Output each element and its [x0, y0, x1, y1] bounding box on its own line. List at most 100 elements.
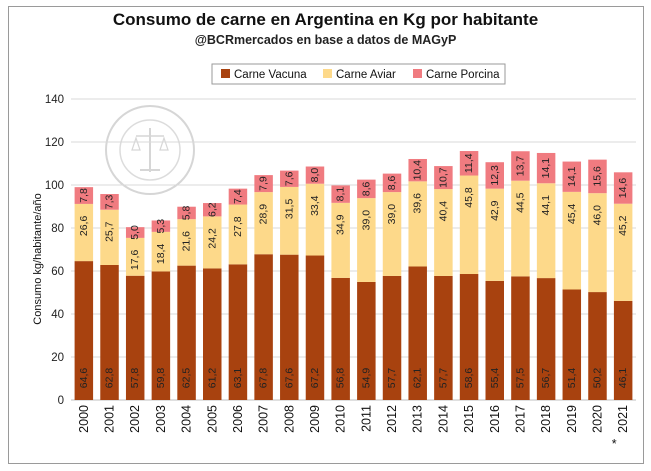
- data-label: 27,8: [232, 216, 244, 237]
- data-label: 46,1: [617, 368, 629, 389]
- bar-segment: [100, 209, 119, 265]
- bar-segment: [177, 206, 196, 220]
- data-label: 17,6: [129, 250, 141, 271]
- data-label: 57,7: [437, 368, 449, 389]
- data-label: 12,3: [489, 165, 501, 186]
- data-label: 33,4: [309, 195, 321, 216]
- bar-segment: [382, 275, 402, 400]
- x-tick-label: 2015: [462, 405, 476, 433]
- bar-segment: [228, 264, 248, 400]
- data-label: 21,6: [181, 231, 193, 252]
- bar-segment: [588, 292, 607, 400]
- data-label: 54,9: [360, 368, 372, 389]
- data-label: 11,4: [463, 153, 475, 173]
- data-label: 7,9: [258, 176, 270, 191]
- data-label: 67,8: [258, 368, 270, 389]
- data-label: 57,7: [386, 368, 398, 389]
- data-label: 45,2: [617, 215, 629, 236]
- data-label: 8,6: [386, 175, 398, 190]
- data-label: 5,3: [155, 219, 167, 234]
- bar-segment: [254, 254, 273, 400]
- x-tick-label: 2001: [103, 405, 117, 433]
- bar-segment: [588, 159, 607, 194]
- bar-segment: [228, 188, 248, 205]
- data-label: 8,1: [335, 187, 347, 202]
- x-tick-label: 2017: [513, 405, 527, 433]
- bar-segment: [408, 181, 427, 267]
- bar-segment: [536, 183, 556, 279]
- data-label: 10,4: [412, 160, 424, 181]
- data-label: 7,4: [232, 189, 244, 204]
- data-label: 50,2: [592, 368, 604, 389]
- bar-segment: [459, 175, 479, 275]
- y-axis-label: Consumo kg/habitante/año: [32, 193, 44, 324]
- y-tick-label: 60: [51, 266, 64, 278]
- y-tick-label: 100: [45, 180, 64, 192]
- data-label: 57,8: [129, 368, 141, 389]
- data-label: 59,8: [155, 368, 167, 389]
- data-label: 44,1: [540, 195, 552, 216]
- bar-segment: [280, 186, 299, 255]
- data-label: 56,7: [540, 368, 552, 389]
- bar-segment: [536, 278, 556, 400]
- data-label: 45,4: [566, 204, 578, 225]
- y-axis-ticks: 0 20 40 60 80 100 120 140: [45, 94, 64, 407]
- legend-label: Carne Aviar: [336, 69, 396, 81]
- bar-segment: [434, 166, 453, 190]
- bar-segment: [459, 151, 479, 176]
- bar-segment: [434, 189, 453, 276]
- bar-segment: [151, 231, 171, 272]
- legend: Carne Vacuna Carne Aviar Carne Porcina: [211, 63, 506, 85]
- bar-segment: [562, 191, 582, 290]
- x-tick-label: 2019: [565, 405, 579, 433]
- data-label: 61,2: [206, 368, 218, 389]
- data-label: 57,5: [514, 368, 526, 389]
- bar-segment: [203, 268, 222, 400]
- legend-label: Carne Porcina: [426, 69, 500, 81]
- bar-segment: [588, 193, 607, 293]
- bar-segment: [511, 151, 530, 181]
- bar-segment: [485, 162, 504, 189]
- footnote-marker: *: [612, 437, 617, 451]
- bar-segment: [485, 280, 504, 400]
- bar-segment: [613, 172, 633, 204]
- x-tick-label: 2012: [385, 405, 399, 433]
- data-label: 6,2: [206, 202, 218, 217]
- x-tick-label: 2005: [205, 405, 219, 433]
- data-label: 39,0: [386, 204, 398, 225]
- bar-segment: [305, 183, 325, 256]
- data-label: 62,5: [181, 368, 193, 389]
- x-tick-label: 2016: [488, 405, 502, 433]
- chart-title: Consumo de carne en Argentina en Kg por …: [112, 10, 539, 29]
- data-label: 5,8: [181, 206, 193, 221]
- bar-segment: [485, 188, 504, 281]
- data-label: 7,8: [78, 188, 90, 203]
- bar-segment: [511, 180, 530, 277]
- x-tick-label: 2002: [128, 405, 142, 433]
- data-label: 67,2: [309, 368, 321, 389]
- data-label: 8,6: [360, 181, 372, 196]
- data-label: 58,6: [463, 368, 475, 389]
- bar-segment: [331, 185, 350, 203]
- data-label: 42,9: [489, 200, 501, 221]
- data-label: 62,8: [104, 368, 116, 389]
- x-tick-label: 2009: [308, 405, 322, 433]
- data-label: 34,9: [335, 214, 347, 235]
- bar-segment: [613, 300, 633, 400]
- x-tick-label: 2004: [180, 405, 194, 433]
- bar-segment: [305, 166, 325, 184]
- data-label: 46,0: [592, 205, 604, 226]
- y-tick-label: 80: [51, 223, 64, 235]
- bar-segment: [151, 220, 171, 232]
- x-tick-label: 2003: [154, 405, 168, 433]
- bar-segment: [125, 275, 145, 400]
- data-label: 55,4: [489, 368, 501, 389]
- y-tick-label: 20: [51, 352, 64, 364]
- data-label: 10,7: [437, 167, 449, 188]
- bar-segment: [613, 203, 633, 301]
- chart-subtitle: @BCRmercados en base a datos de MAGyP: [194, 33, 457, 47]
- x-tick-label: 2008: [282, 405, 296, 433]
- bar-segment: [511, 276, 530, 400]
- bar-segment: [408, 158, 427, 182]
- legend-swatch: [221, 69, 230, 78]
